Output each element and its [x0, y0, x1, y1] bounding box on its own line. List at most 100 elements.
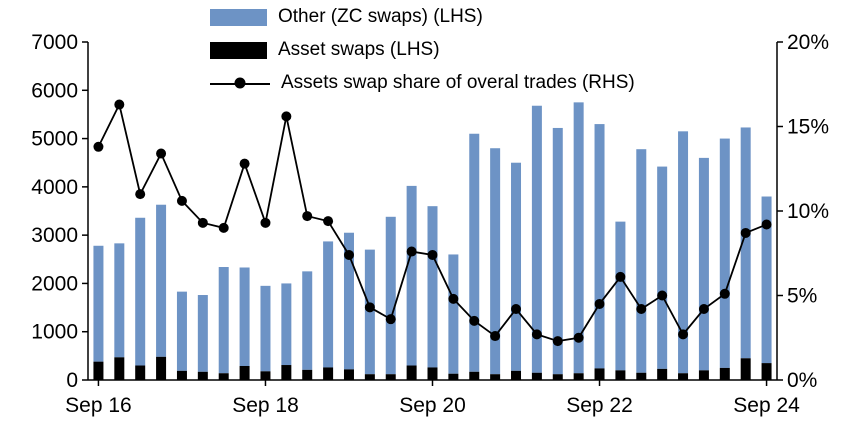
- share-marker: [531, 329, 542, 340]
- other-bar: [197, 295, 208, 372]
- share-marker: [281, 111, 292, 122]
- asset-bar: [323, 367, 334, 380]
- share-marker: [176, 195, 187, 206]
- share-marker: [239, 158, 250, 169]
- x-axis-tick-label: Sep 20: [399, 394, 466, 417]
- other-bar: [239, 267, 250, 366]
- share-marker: [197, 217, 208, 228]
- x-axis-tick-label: Sep 22: [566, 394, 633, 417]
- share-marker: [490, 331, 501, 342]
- legend-swatch-asset: [210, 41, 267, 59]
- asset-bar: [427, 367, 438, 380]
- share-marker: [406, 246, 417, 257]
- other-bar: [448, 254, 459, 374]
- share-marker: [636, 304, 647, 315]
- other-bar: [260, 285, 271, 372]
- other-bar: [302, 271, 313, 370]
- left-axis-tick-label: 4000: [31, 176, 78, 199]
- right-axis-tick-label: 10%: [787, 200, 829, 223]
- asset-bar: [218, 373, 229, 380]
- share-marker: [573, 332, 584, 343]
- legend-swatch-other: [210, 8, 267, 26]
- asset-bar: [678, 373, 689, 380]
- asset-bar: [552, 374, 563, 380]
- right-axis-tick-label: 5%: [787, 285, 817, 308]
- share-marker: [594, 298, 605, 309]
- asset-bar: [343, 369, 354, 380]
- other-bar: [93, 245, 104, 362]
- asset-bar: [490, 374, 501, 380]
- other-bar: [218, 267, 229, 374]
- asset-bar: [698, 370, 709, 380]
- share-marker: [114, 99, 125, 110]
- other-bar: [114, 243, 125, 358]
- asset-bar: [657, 368, 668, 380]
- legend-line-dot: [234, 77, 246, 89]
- other-bar: [552, 127, 563, 375]
- left-axis-tick-label: 6000: [31, 79, 78, 102]
- share-marker: [511, 304, 522, 315]
- other-bar: [469, 133, 480, 372]
- asset-bar: [406, 365, 417, 380]
- share-marker: [719, 288, 730, 299]
- asset-bar: [364, 374, 375, 380]
- other-bar: [490, 148, 501, 375]
- asset-bar: [239, 365, 250, 380]
- asset-bar: [176, 370, 187, 380]
- other-bar: [657, 166, 668, 369]
- share-marker: [761, 219, 772, 230]
- other-bar: [594, 124, 605, 369]
- asset-bar: [761, 363, 772, 380]
- left-axis-tick-label: 3000: [31, 224, 78, 247]
- asset-bar: [740, 358, 751, 380]
- other-bar: [636, 149, 647, 373]
- other-bar: [698, 157, 709, 371]
- asset-bar: [156, 356, 167, 380]
- other-bar: [343, 232, 354, 370]
- share-marker: [218, 222, 229, 233]
- asset-bar: [93, 361, 104, 380]
- left-axis-tick-label: 7000: [31, 31, 78, 54]
- asset-bar: [573, 373, 584, 380]
- other-bar: [531, 105, 542, 373]
- other-bar: [135, 217, 146, 366]
- share-marker: [740, 227, 751, 238]
- legend-item-other: Other (ZC swaps) (LHS): [210, 5, 635, 29]
- share-marker: [364, 302, 375, 313]
- other-bar: [678, 131, 689, 374]
- legend-item-share: Assets swap share of overal trades (RHS): [210, 71, 635, 95]
- left-axis-tick-label: 0: [66, 369, 78, 392]
- other-bar: [615, 221, 626, 371]
- legend-line-marker-icon: [210, 75, 270, 92]
- asset-bar: [511, 370, 522, 380]
- other-bar: [740, 127, 751, 359]
- share-marker: [93, 141, 104, 152]
- other-bar: [385, 216, 396, 375]
- other-bar: [406, 185, 417, 366]
- left-axis-tick-label: 2000: [31, 272, 78, 295]
- share-marker: [260, 217, 271, 228]
- right-axis-tick-label: 15%: [787, 116, 829, 139]
- left-axis-tick-label: 1000: [31, 321, 78, 344]
- asset-bar: [197, 371, 208, 380]
- other-bar: [156, 204, 167, 357]
- legend-label-other: Other (ZC swaps) (LHS): [278, 6, 483, 27]
- share-marker: [448, 293, 459, 304]
- asset-bar: [636, 372, 647, 380]
- share-marker: [385, 314, 396, 325]
- asset-bar: [719, 367, 730, 380]
- other-bar: [176, 291, 187, 371]
- asset-bar: [385, 374, 396, 380]
- legend-label-asset: Asset swaps (LHS): [278, 39, 440, 60]
- chart-legend: Other (ZC swaps) (LHS) Asset swaps (LHS)…: [210, 5, 635, 95]
- share-marker: [343, 249, 354, 260]
- share-marker: [135, 189, 146, 200]
- share-marker: [615, 271, 626, 282]
- share-marker: [156, 148, 167, 159]
- asset-bar: [469, 371, 480, 380]
- right-axis-tick-label: 0%: [787, 369, 817, 392]
- left-axis-tick-label: 5000: [31, 128, 78, 151]
- asset-bar: [135, 365, 146, 380]
